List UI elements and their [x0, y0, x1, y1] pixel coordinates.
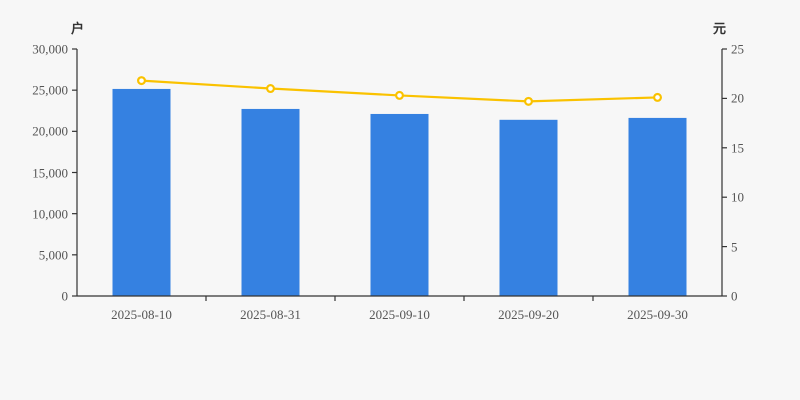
- x-axis-ticks: [205, 296, 594, 301]
- bar-2025-08-10[interactable]: [112, 88, 171, 296]
- bar-2025-09-10[interactable]: [370, 113, 429, 296]
- bar-2025-09-20[interactable]: [499, 119, 558, 296]
- x-tick-label: 2025-08-31: [240, 307, 301, 322]
- right-tick-label: 25: [731, 41, 744, 57]
- left-axis-ticks: [72, 48, 77, 297]
- x-tick-label: 2025-08-10: [111, 307, 172, 322]
- line-marker-2025-08-10[interactable]: [137, 76, 147, 86]
- right-axis-unit-label: 元: [713, 22, 727, 37]
- right-tick-label: 5: [731, 239, 738, 255]
- left-tick-label: 20,000: [32, 123, 68, 139]
- x-tick-label: 2025-09-30: [627, 307, 688, 322]
- left-tick-label: 25,000: [32, 82, 68, 98]
- axes-lines: [72, 48, 727, 301]
- left-tick-label: 5,000: [38, 247, 68, 263]
- left-tick-label: 0: [61, 288, 69, 304]
- right-tick-label: 0: [731, 288, 738, 304]
- left-axis-unit-label: 户: [71, 22, 85, 37]
- right-tick-label: 15: [731, 140, 744, 156]
- line-marker-2025-09-20[interactable]: [523, 96, 533, 106]
- line-marker-2025-09-10[interactable]: [395, 90, 405, 100]
- x-tick-label: 2025-09-10: [369, 307, 430, 322]
- bar-2025-09-30[interactable]: [628, 117, 687, 297]
- left-tick-label: 15,000: [32, 165, 68, 180]
- right-tick-label: 20: [731, 90, 744, 106]
- line-marker-2025-08-31[interactable]: [266, 84, 276, 94]
- x-tick-label: 2025-09-20: [498, 307, 559, 322]
- left-tick-label: 30,000: [32, 41, 68, 57]
- right-axis-ticks: [722, 48, 727, 297]
- line-marker-2025-09-30[interactable]: [652, 92, 662, 102]
- right-tick-label: 10: [731, 189, 744, 205]
- left-tick-label: 10,000: [32, 206, 68, 222]
- bar-2025-08-31[interactable]: [241, 108, 300, 297]
- bar-series: [112, 88, 687, 297]
- line-series: [137, 76, 662, 106]
